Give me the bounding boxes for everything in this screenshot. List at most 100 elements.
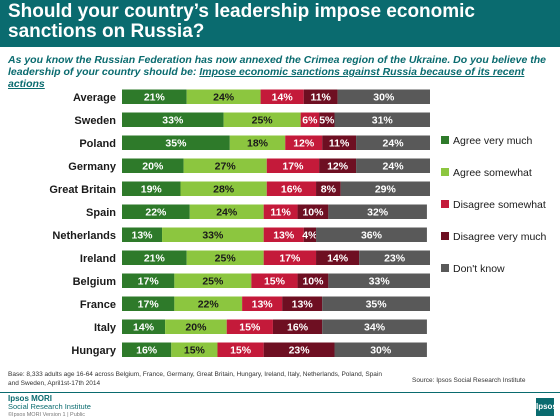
bar-segment <box>263 342 335 357</box>
bar-segment <box>272 319 323 334</box>
data-label: 15% <box>184 345 206 357</box>
data-label: 21% <box>144 92 166 104</box>
bar-segment <box>122 89 187 104</box>
bar-segment <box>122 135 230 150</box>
bar-segment <box>242 296 283 311</box>
row-label: Sweden <box>74 115 116 127</box>
bar-segment <box>263 227 304 242</box>
data-label: 35% <box>366 299 388 311</box>
data-label: 5% <box>319 115 335 127</box>
data-label: 30% <box>370 345 392 357</box>
data-label: 21% <box>144 253 166 265</box>
bar-segment <box>186 250 264 265</box>
bar-segment <box>122 181 181 196</box>
data-label: 4% <box>302 230 318 242</box>
bar-segment <box>165 319 227 334</box>
bar-segment <box>122 227 163 242</box>
data-label: 12% <box>293 138 315 150</box>
data-label: 18% <box>247 138 269 150</box>
bar-segment <box>316 227 427 242</box>
bar-segment <box>266 181 317 196</box>
legend-swatch <box>441 232 449 240</box>
bar-segment <box>189 204 264 219</box>
data-label: 15% <box>264 276 286 288</box>
data-label: 17% <box>282 161 304 173</box>
question-text: As you know the Russian Federation has n… <box>8 54 546 78</box>
bar-segment <box>174 273 252 288</box>
legend-swatch <box>441 200 449 208</box>
bar-segment <box>183 158 267 173</box>
legend-label: Agree very much <box>453 135 533 147</box>
data-label: 6% <box>302 115 318 127</box>
data-label: 24% <box>383 138 405 150</box>
row-label: Belgium <box>73 276 117 288</box>
data-label: 24% <box>213 92 235 104</box>
bar-segment <box>356 158 430 173</box>
data-label: 16% <box>287 322 309 334</box>
data-label: 29% <box>375 184 397 196</box>
row-label: Great Britain <box>49 184 116 196</box>
data-label: 33% <box>202 230 224 242</box>
row-label: Germany <box>68 161 117 173</box>
data-label: 10% <box>302 207 324 219</box>
data-label: 16% <box>136 345 158 357</box>
legend-label: Disagree very much <box>453 231 547 243</box>
base-footnote: Base: 8,333 adults age 16-64 across Belg… <box>8 371 382 387</box>
bar-segment <box>223 112 301 127</box>
bar-segment <box>334 112 430 127</box>
data-label: 15% <box>230 345 252 357</box>
bar-segment <box>297 204 329 219</box>
bar-segment <box>303 227 317 242</box>
data-label: 23% <box>289 345 311 357</box>
footer-divider <box>0 392 560 393</box>
data-label: 32% <box>367 207 389 219</box>
row-label: Hungary <box>71 345 117 357</box>
bar-segment <box>319 158 357 173</box>
legend-label: Disagree somewhat <box>453 199 546 211</box>
row-label: France <box>80 299 116 311</box>
bar-segment <box>186 89 261 104</box>
bar-segment <box>340 181 430 196</box>
brand-name: Ipsos MORI <box>8 394 53 403</box>
data-label: 14% <box>272 92 294 104</box>
row-label: Ireland <box>80 253 116 265</box>
data-label: 28% <box>213 184 235 196</box>
legend-swatch <box>441 264 449 272</box>
data-label: 11% <box>329 138 350 150</box>
bar-segment <box>282 296 323 311</box>
data-label: 36% <box>361 230 383 242</box>
bar-segment <box>122 204 190 219</box>
bar-segment <box>319 112 335 127</box>
legend-swatch <box>441 168 449 176</box>
data-label: 11% <box>310 92 331 104</box>
bar-segment <box>359 250 430 265</box>
data-label: 33% <box>162 115 184 127</box>
bar-segment <box>162 227 264 242</box>
data-label: 15% <box>239 322 261 334</box>
data-label: 31% <box>372 115 394 127</box>
data-label: 17% <box>138 276 160 288</box>
data-label: 8% <box>321 184 337 196</box>
data-label: 27% <box>215 161 237 173</box>
data-label: 14% <box>133 322 155 334</box>
bar-segment <box>322 135 357 150</box>
bar-segment <box>356 135 430 150</box>
title-banner: Should your country’s leadership impose … <box>0 0 560 47</box>
bar-segment <box>328 273 430 288</box>
row-label: Italy <box>94 322 117 334</box>
data-label: 16% <box>281 184 303 196</box>
bar-segment <box>300 112 320 127</box>
data-label: 14% <box>327 253 349 265</box>
bar-segment <box>303 89 338 104</box>
legend-swatch <box>441 136 449 144</box>
bar-segment <box>285 135 323 150</box>
data-label: 20% <box>185 322 207 334</box>
bar-segment <box>316 250 360 265</box>
bar-segment <box>122 112 224 127</box>
data-label: 13% <box>273 230 295 242</box>
bar-segment <box>337 89 430 104</box>
data-label: 19% <box>141 184 163 196</box>
bar-segment <box>251 273 298 288</box>
bar-segment <box>322 296 430 311</box>
bar-segment <box>328 204 427 219</box>
